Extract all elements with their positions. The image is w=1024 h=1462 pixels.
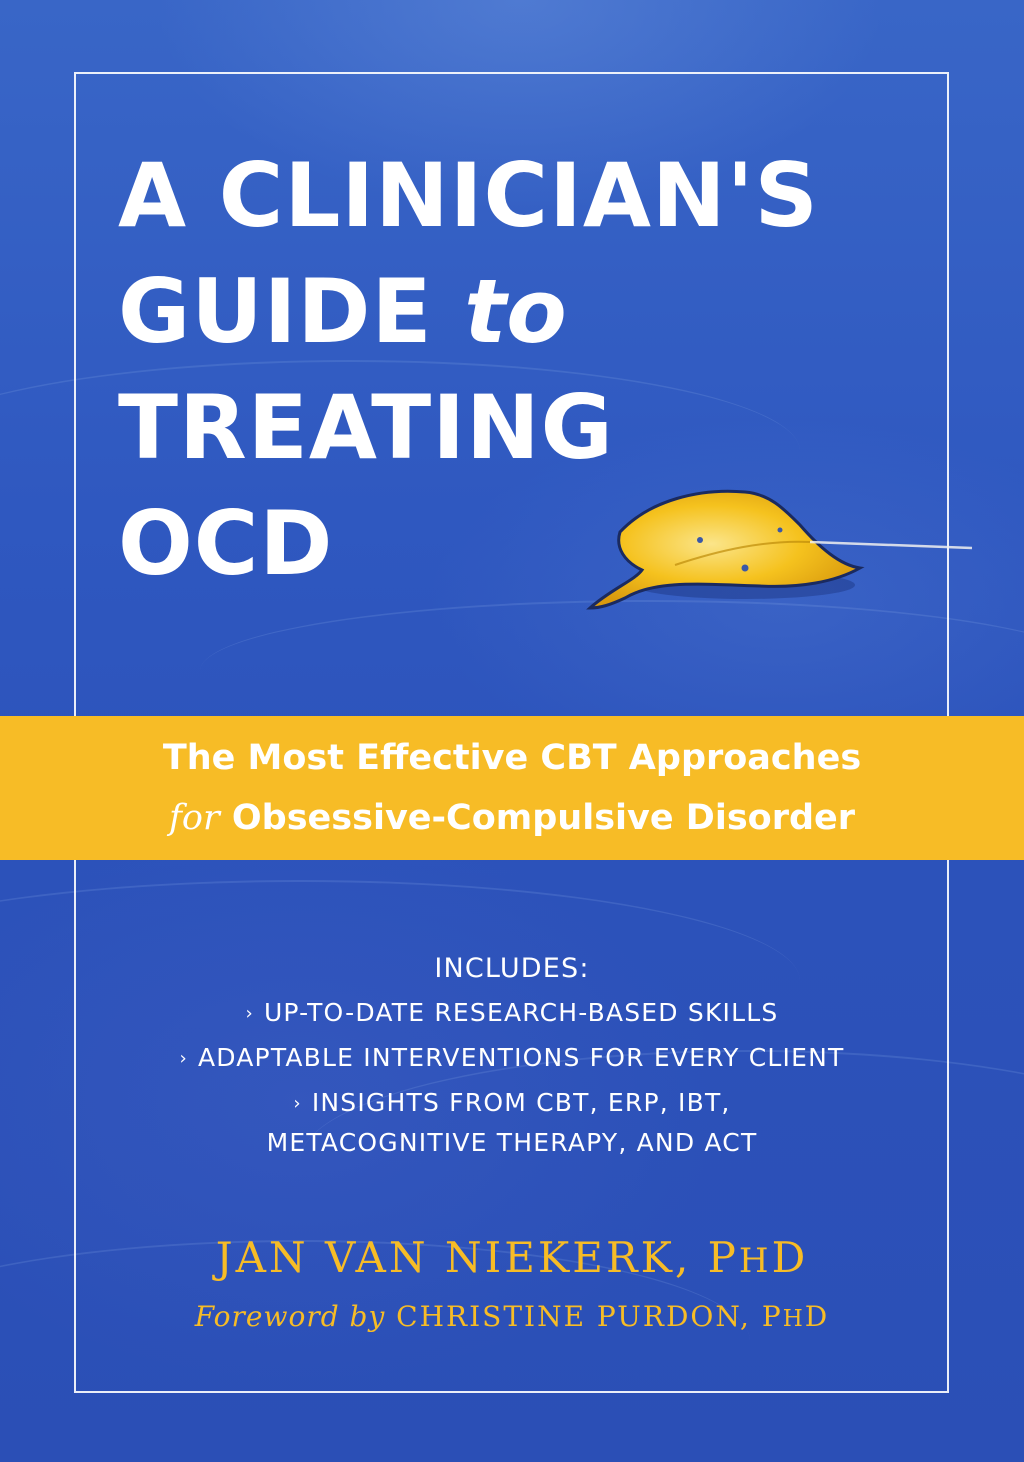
subtitle-line-2: for Obsessive-Compulsive Disorder bbox=[0, 788, 1024, 848]
book-subtitle: The Most Effective CBT Approaches for Ob… bbox=[0, 728, 1024, 848]
subtitle-for: for bbox=[168, 798, 220, 838]
includes-heading: INCLUDES: bbox=[434, 953, 590, 984]
list-item: › ADAPTABLE INTERVENTIONS FOR EVERY CLIEN… bbox=[0, 1036, 1024, 1081]
water-ripple bbox=[0, 1240, 750, 1442]
foreword-name: CHRISTINE PURDON, P bbox=[396, 1300, 783, 1333]
title-line-1: A CLINICIAN'S bbox=[118, 144, 819, 247]
chevron-right-icon: › bbox=[293, 1093, 302, 1114]
list-item-text: UP-TO-DATE RESEARCH-BASED SKILLS bbox=[263, 998, 779, 1027]
author-name: JAN VAN NIEKERK, PHD bbox=[0, 1233, 1024, 1282]
chevron-right-icon: › bbox=[179, 1048, 188, 1069]
list-item: › INSIGHTS FROM CBT, ERP, IBT, bbox=[0, 1081, 1024, 1126]
list-item-text: INSIGHTS FROM CBT, ERP, IBT, bbox=[311, 1088, 731, 1117]
list-item: › UP-TO-DATE RESEARCH-BASED SKILLS bbox=[0, 991, 1024, 1036]
author-degree-end: D bbox=[771, 1233, 809, 1282]
title-line-4: OCD bbox=[118, 492, 334, 595]
subtitle-band bbox=[0, 716, 1024, 860]
foreword-label: Foreword by bbox=[194, 1300, 386, 1333]
subtitle-disorder: Obsessive-Compulsive Disorder bbox=[231, 798, 856, 838]
foreword-degree-end: D bbox=[804, 1300, 830, 1333]
author-degree-small: H bbox=[738, 1241, 772, 1281]
title-to: to bbox=[464, 260, 567, 363]
title-guide: GUIDE bbox=[118, 260, 433, 363]
title-line-2: GUIDE to bbox=[118, 254, 819, 370]
book-title: A CLINICIAN'S GUIDE to TREATING OCD bbox=[118, 138, 819, 602]
foreword-degree-small: H bbox=[782, 1306, 805, 1332]
water-ripple bbox=[0, 360, 800, 542]
chevron-right-icon: › bbox=[245, 1003, 254, 1024]
subtitle-line-1: The Most Effective CBT Approaches bbox=[162, 738, 862, 778]
author-name-text: JAN VAN NIEKERK, P bbox=[215, 1233, 739, 1282]
title-line-3: TREATING bbox=[118, 376, 614, 479]
foreword-credit: Foreword by CHRISTINE PURDON, PHD bbox=[0, 1300, 1024, 1333]
includes-list: INCLUDES: › UP-TO-DATE RESEARCH-BASED SKI… bbox=[0, 947, 1024, 1160]
list-item-continued: METACOGNITIVE THERAPY, AND ACT bbox=[266, 1128, 758, 1157]
leaf-icon bbox=[586, 489, 973, 610]
list-item-text: ADAPTABLE INTERVENTIONS FOR EVERY CLIENT bbox=[197, 1043, 845, 1072]
